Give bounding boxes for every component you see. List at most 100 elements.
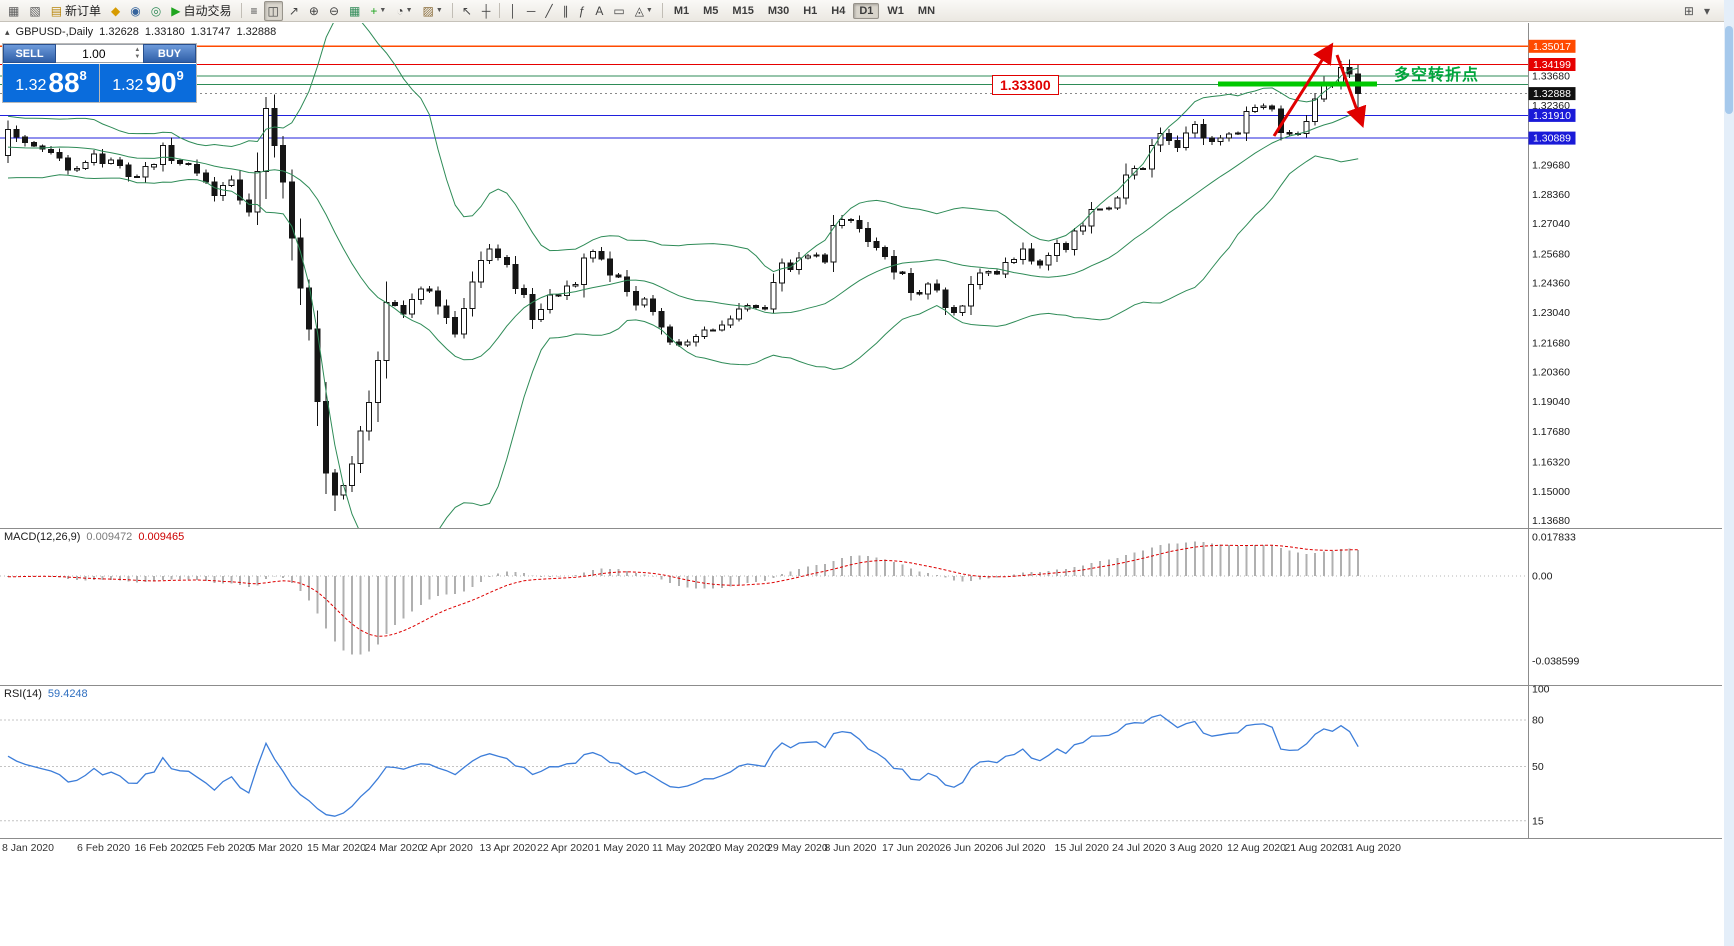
svg-text:0.017833: 0.017833 xyxy=(1532,531,1576,543)
macd-name-label: MACD(12,26,9) xyxy=(4,531,81,543)
sell-price-point: 8 xyxy=(79,68,87,83)
volume-input[interactable] xyxy=(56,46,132,61)
trend-arrows[interactable] xyxy=(1272,42,1367,137)
timeframe-m15-button[interactable]: M15 xyxy=(732,4,754,17)
new-chart-icon: ▦ xyxy=(8,3,20,18)
timeframe-mn-button[interactable]: MN xyxy=(917,4,936,17)
horizontal-level-lines[interactable] xyxy=(0,45,1528,139)
bar-chart-button[interactable]: ≡ xyxy=(247,1,262,21)
timeframe-h4-button[interactable]: H4 xyxy=(831,4,846,17)
svg-text:-0.038599: -0.038599 xyxy=(1532,655,1579,667)
spinner-up-icon[interactable]: ▲ xyxy=(134,46,141,53)
rsi-scale[interactable]: 100 80 50 15 xyxy=(1532,684,1550,828)
horizontal-line-button[interactable]: ─ xyxy=(523,1,540,21)
buy-price-display[interactable]: 1.32 90 9 xyxy=(100,64,196,102)
fibonacci-icon: ƒ xyxy=(578,3,586,18)
toolbar-group-chart-types: ≡ ◫ ↗ xyxy=(246,0,304,21)
main-toolbar: ▦ ▧ ▤ 新订单 ◆ ◉ ◎ ▶ 自动交易 ≡ ◫ ↗ ⊕ ⊖ ▦ + ▼ ◔ ▼ ▨ ▼ ↖ ┼ │ ─ ╱ ∥ ƒ A ▭ ◬ ▼ M1 M… xyxy=(0,0,1734,22)
cursor-button[interactable]: ↖ xyxy=(458,1,476,21)
data-window-button[interactable]: ◉ xyxy=(126,1,144,21)
timeframe-m1-button[interactable]: M1 xyxy=(673,4,690,17)
svg-text:1.31910: 1.31910 xyxy=(1533,110,1571,122)
profiles-icon: ▧ xyxy=(29,3,41,18)
periods-button[interactable]: ◔ ▼ xyxy=(392,1,416,21)
dropdown-caret-icon[interactable]: ▼ xyxy=(645,7,653,14)
vertical-line-button[interactable]: │ xyxy=(505,1,521,21)
svg-text:1.25680: 1.25680 xyxy=(1532,248,1570,260)
svg-text:50: 50 xyxy=(1532,761,1544,773)
label-button[interactable]: ▭ xyxy=(609,1,628,21)
svg-text:1.33680: 1.33680 xyxy=(1532,71,1570,83)
svg-text:16 Feb 2020: 16 Feb 2020 xyxy=(135,842,194,854)
profiles-button[interactable]: ▧ xyxy=(25,1,44,21)
indicators-icon: + xyxy=(370,3,378,18)
dropdown-caret-icon[interactable]: ▼ xyxy=(379,7,387,14)
svg-text:1 May 2020: 1 May 2020 xyxy=(595,842,650,854)
sell-button[interactable]: SELL xyxy=(3,44,56,63)
crosshair-button[interactable]: ┼ xyxy=(478,1,495,21)
macd-signal-value: 0.009465 xyxy=(138,531,185,543)
line-chart-icon: ↗ xyxy=(288,3,299,18)
ohlc-low: 1.31747 xyxy=(190,26,231,38)
svg-text:1.27040: 1.27040 xyxy=(1532,218,1570,230)
ohlc-high: 1.33180 xyxy=(144,26,185,38)
bollinger-bands xyxy=(7,23,1359,529)
svg-text:24 Jul 2020: 24 Jul 2020 xyxy=(1112,842,1166,854)
new-window-button[interactable]: ⊞ xyxy=(1680,1,1698,21)
volume-spinner[interactable]: ▲ ▼ xyxy=(132,47,143,61)
channel-button[interactable]: ∥ xyxy=(559,1,573,21)
vertical-scrollbar[interactable] xyxy=(1724,0,1734,946)
svg-text:17 Jun 2020: 17 Jun 2020 xyxy=(882,842,940,854)
timeframe-w1-button[interactable]: W1 xyxy=(887,4,904,17)
price-level-annotation[interactable]: 1.33300 xyxy=(992,75,1059,95)
new-chart-button[interactable]: ▦ xyxy=(4,1,23,21)
timeframe-m30-button[interactable]: M30 xyxy=(767,4,790,17)
buy-button[interactable]: BUY xyxy=(143,44,196,63)
svg-text:1.29680: 1.29680 xyxy=(1532,159,1570,171)
dropdown-caret-icon[interactable]: ▼ xyxy=(435,7,443,14)
rsi-indicator xyxy=(0,714,1528,822)
candlestick-chart-button[interactable]: ◫ xyxy=(263,0,283,21)
text-button[interactable]: A xyxy=(591,1,607,21)
spinner-down-icon[interactable]: ▼ xyxy=(134,53,141,60)
svg-text:15 Mar 2020: 15 Mar 2020 xyxy=(307,842,366,854)
toolbar-group-order: ▤ 新订单 xyxy=(46,1,106,21)
templates-button[interactable]: ▨ ▼ xyxy=(419,1,447,21)
zoom-out-button[interactable]: ⊖ xyxy=(325,1,343,21)
svg-text:25 Feb 2020: 25 Feb 2020 xyxy=(192,842,251,854)
autotrading-button[interactable]: ▶ 自动交易 xyxy=(167,1,235,21)
timeframe-d1-button[interactable]: D1 xyxy=(853,2,880,19)
new-order-label: 新订单 xyxy=(65,4,102,18)
tile-windows-button[interactable]: ▦ xyxy=(345,1,364,21)
navigator-button[interactable]: ◎ xyxy=(147,1,165,21)
svg-text:1.28360: 1.28360 xyxy=(1532,189,1570,201)
new-order-button[interactable]: ▤ 新订单 xyxy=(47,1,105,21)
indicators-button[interactable]: + ▼ xyxy=(366,1,390,21)
line-chart-button[interactable]: ↗ xyxy=(285,1,303,21)
horizontal-line-icon: ─ xyxy=(526,3,536,18)
symbol-period-label: GBPUSD-,Daily xyxy=(15,26,94,38)
price-scale[interactable]: 1.336801.323601.296801.283601.270401.256… xyxy=(1528,39,1576,527)
macd-scale[interactable]: 0.017833 0.00 -0.038599 xyxy=(1532,531,1579,667)
dropdown-caret-icon[interactable]: ▼ xyxy=(405,7,413,14)
buy-price-point: 9 xyxy=(176,68,184,83)
fibonacci-button[interactable]: ƒ xyxy=(575,1,590,21)
scrollbar-thumb[interactable] xyxy=(1725,26,1733,114)
macd-header: MACD(12,26,9) 0.009472 0.009465 xyxy=(4,531,184,543)
support-zone-bar[interactable] xyxy=(1218,81,1377,87)
market-watch-button[interactable]: ◆ xyxy=(107,1,124,21)
timeframe-m5-button[interactable]: M5 xyxy=(703,4,719,17)
shapes-button[interactable]: ◬ ▼ xyxy=(631,1,657,21)
zoom-in-button[interactable]: ⊕ xyxy=(305,1,323,21)
toolbar-group-zoom: ⊕ ⊖ xyxy=(304,1,344,21)
turning-point-annotation[interactable]: 多空转折点 xyxy=(1394,67,1480,84)
svg-text:26 Jun 2020: 26 Jun 2020 xyxy=(940,842,998,854)
timeframe-h1-button[interactable]: H1 xyxy=(803,4,818,17)
trendline-button[interactable]: ╱ xyxy=(541,1,556,21)
candlestick-series xyxy=(5,59,1362,511)
symbol-info: ▴ GBPUSD-,Daily 1.32628 1.33180 1.31747 … xyxy=(5,26,276,38)
sell-price-display[interactable]: 1.32 88 8 xyxy=(3,64,99,102)
toolbar-options-button[interactable]: ▾ xyxy=(1700,1,1714,21)
